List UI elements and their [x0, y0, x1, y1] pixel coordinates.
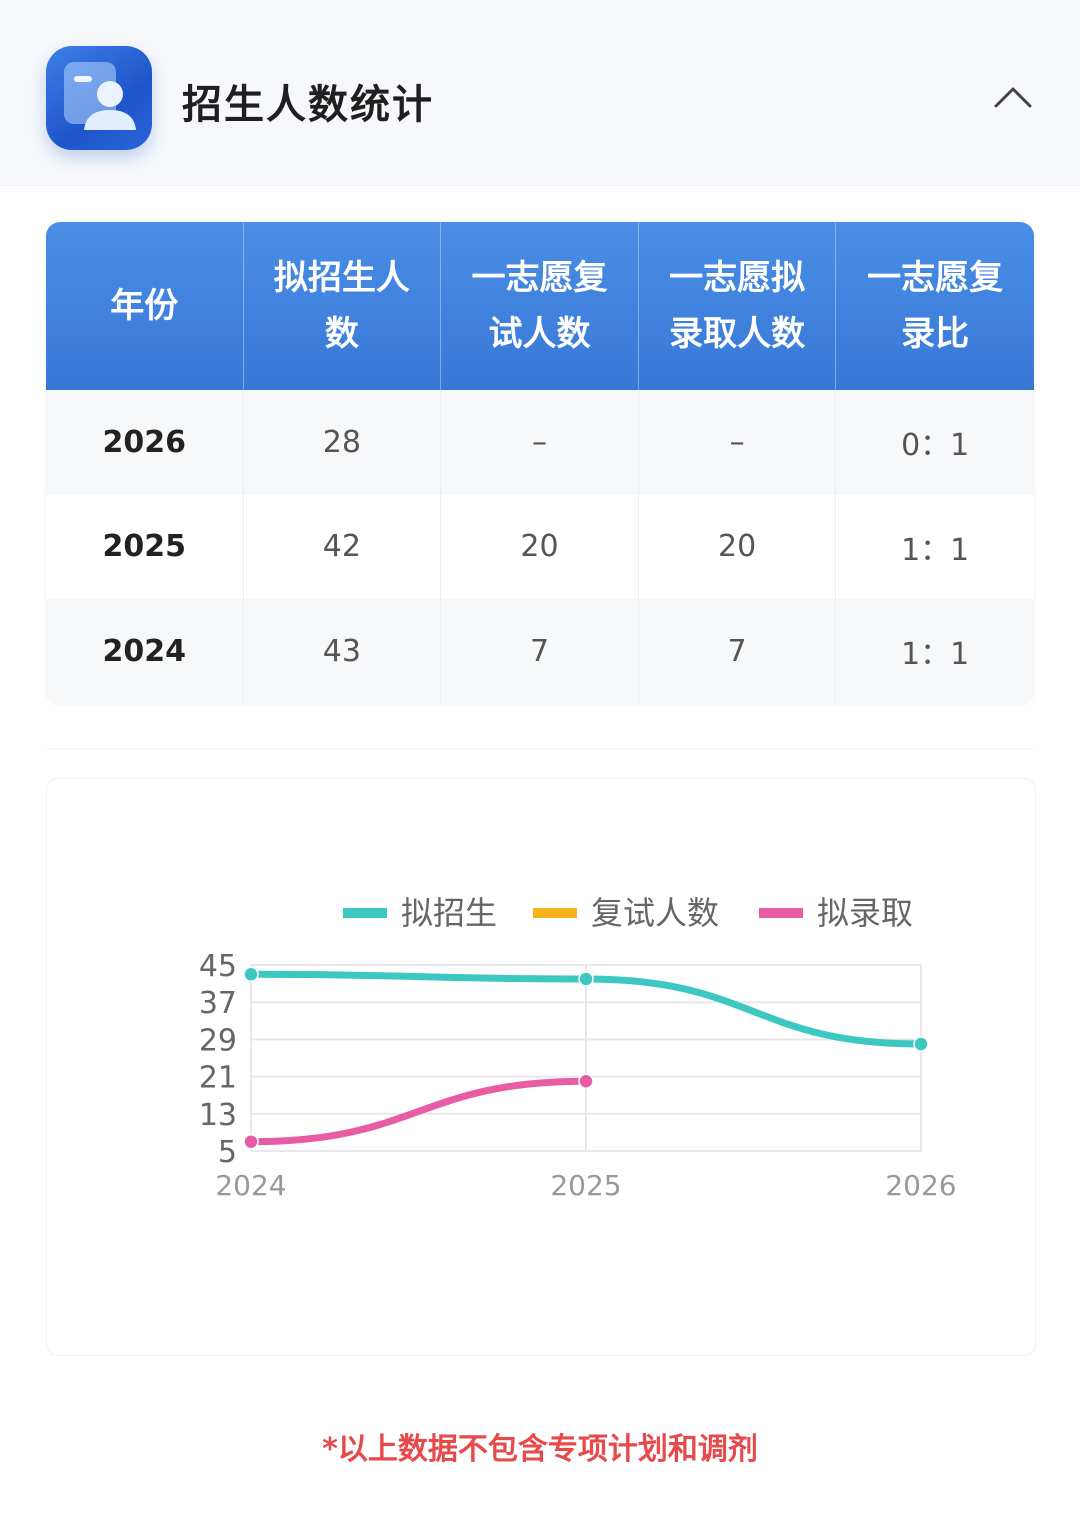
legend-label: 复试人数: [591, 894, 719, 932]
cell-planned: 42: [244, 494, 442, 600]
footnote: *以上数据不包含专项计划和调剂: [322, 1432, 758, 1467]
x-tick-label: 2025: [550, 1169, 621, 1202]
chevron-up-icon[interactable]: [990, 76, 1036, 122]
y-tick-label: 45: [199, 949, 237, 984]
table-header: 年份 拟招生人数 一志愿复试人数 一志愿拟录取人数 一志愿复录比: [46, 222, 1034, 390]
table-row: 2025 42 20 20 1：1: [46, 494, 1034, 600]
legend-label: 拟招生: [401, 894, 497, 932]
column-header-ratio: 一志愿复录比: [867, 258, 1004, 354]
y-tick-label: 5: [218, 1135, 237, 1170]
series-line: [247, 1077, 590, 1146]
legend-swatch: [533, 908, 577, 918]
cell-planned: 28: [244, 390, 442, 495]
cell-admitted: –: [639, 390, 837, 495]
chart-card: 5 13 21 29 37 45 2024 2025 2026 拟招生 复试人数 拟录取: [46, 778, 1036, 1356]
legend-swatch: [759, 908, 803, 918]
cell-year: 2025: [46, 494, 244, 600]
data-point: [578, 1073, 594, 1089]
data-point: [578, 971, 594, 987]
cell-ratio: 1：1: [901, 637, 970, 673]
cell-ratio: 0：1: [901, 428, 970, 464]
table-row: 2024 43 7 7 1：1: [46, 599, 1034, 704]
column-header-retest: 一志愿复试人数: [441, 222, 639, 390]
cell-retest: 7: [441, 599, 639, 704]
cell-planned: 43: [244, 599, 442, 704]
legend-label: 拟录取: [817, 894, 913, 932]
column-header-admitted: 一志愿拟录取人数: [639, 222, 837, 390]
data-point: [913, 1036, 929, 1052]
y-tick-label: 21: [199, 1061, 237, 1096]
user-card-icon: [46, 46, 152, 150]
cell-year: 2024: [46, 599, 244, 704]
divider: [46, 748, 1034, 749]
data-point: [243, 1133, 259, 1150]
cell-year: 2026: [46, 390, 244, 495]
data-point: [243, 966, 259, 983]
cell-ratio: 1：1: [901, 532, 970, 568]
column-header-year: 年份: [46, 222, 244, 390]
x-tick-label: 2026: [885, 1169, 956, 1202]
cell-retest: –: [441, 390, 639, 495]
section-header: 招生人数统计: [0, 0, 1080, 186]
y-tick-label: 13: [199, 1098, 237, 1133]
enrollment-table: 年份 拟招生人数 一志愿复试人数 一志愿拟录取人数 一志愿复录比 2026 28…: [46, 222, 1034, 704]
y-tick-label: 37: [199, 986, 237, 1021]
x-tick-label: 2024: [215, 1169, 286, 1202]
cell-retest: 20: [441, 494, 639, 600]
table-row: 2026 28 – – 0：1: [46, 390, 1034, 495]
y-tick-label: 29: [199, 1023, 237, 1058]
legend-swatch: [343, 908, 387, 918]
cell-admitted: 7: [639, 599, 837, 704]
column-header-planned: 拟招生人数: [244, 222, 442, 390]
cell-admitted: 20: [639, 494, 837, 600]
page-title: 招生人数统计: [182, 82, 434, 128]
